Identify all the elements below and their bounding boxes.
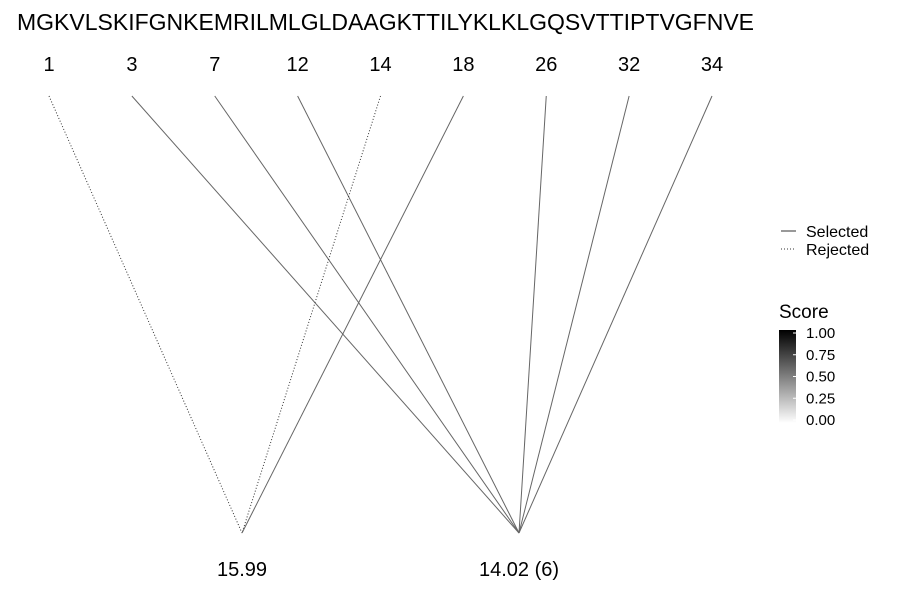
position-label: 14 xyxy=(369,54,391,76)
position-labels: 1 3 7 12 14 18 26 32 34 xyxy=(43,54,723,76)
linetype-legend: Selected Rejected xyxy=(781,224,869,259)
node-label: 15.99 xyxy=(217,559,267,581)
connection-line-selected xyxy=(297,95,520,534)
position-label: 3 xyxy=(126,54,137,76)
position-label: 1 xyxy=(43,54,54,76)
connection-lines xyxy=(48,95,713,534)
position-label: 32 xyxy=(618,54,640,76)
score-ticks: 1.00 0.75 0.50 0.25 0.00 xyxy=(793,325,835,429)
node-labels: 15.99 14.02 (6) xyxy=(217,559,559,581)
legend-selected-label: Selected xyxy=(806,224,868,241)
connection-line-selected xyxy=(518,95,547,534)
connection-line-rejected xyxy=(241,95,381,534)
score-tick-label: 0.25 xyxy=(806,390,835,407)
connection-line-selected xyxy=(214,95,520,534)
connection-line-selected xyxy=(241,95,464,534)
legend-rejected-label: Rejected xyxy=(806,242,869,259)
score-tick-label: 0.75 xyxy=(806,347,835,364)
node-label: 14.02 (6) xyxy=(479,559,559,581)
position-label: 26 xyxy=(535,54,557,76)
score-colorbar xyxy=(779,330,796,423)
connection-line-rejected xyxy=(48,95,243,534)
connection-line-selected xyxy=(131,95,520,534)
position-label: 7 xyxy=(209,54,220,76)
sequence-text: MGKVLSKIFGNKEMRILMLGLDAAGKTTILYKLKLGQSVT… xyxy=(17,9,754,35)
position-label: 12 xyxy=(287,54,309,76)
score-tick-label: 1.00 xyxy=(806,325,835,342)
score-legend-title: Score xyxy=(779,302,829,323)
score-tick-label: 0.50 xyxy=(806,369,835,386)
connection-line-selected xyxy=(518,95,630,534)
score-tick-label: 0.00 xyxy=(806,412,835,429)
position-label: 34 xyxy=(701,54,723,76)
score-legend: Score 1.00 0.75 0.50 0.25 0.00 xyxy=(779,302,835,429)
position-label: 18 xyxy=(452,54,474,76)
connection-line-selected xyxy=(518,95,713,534)
